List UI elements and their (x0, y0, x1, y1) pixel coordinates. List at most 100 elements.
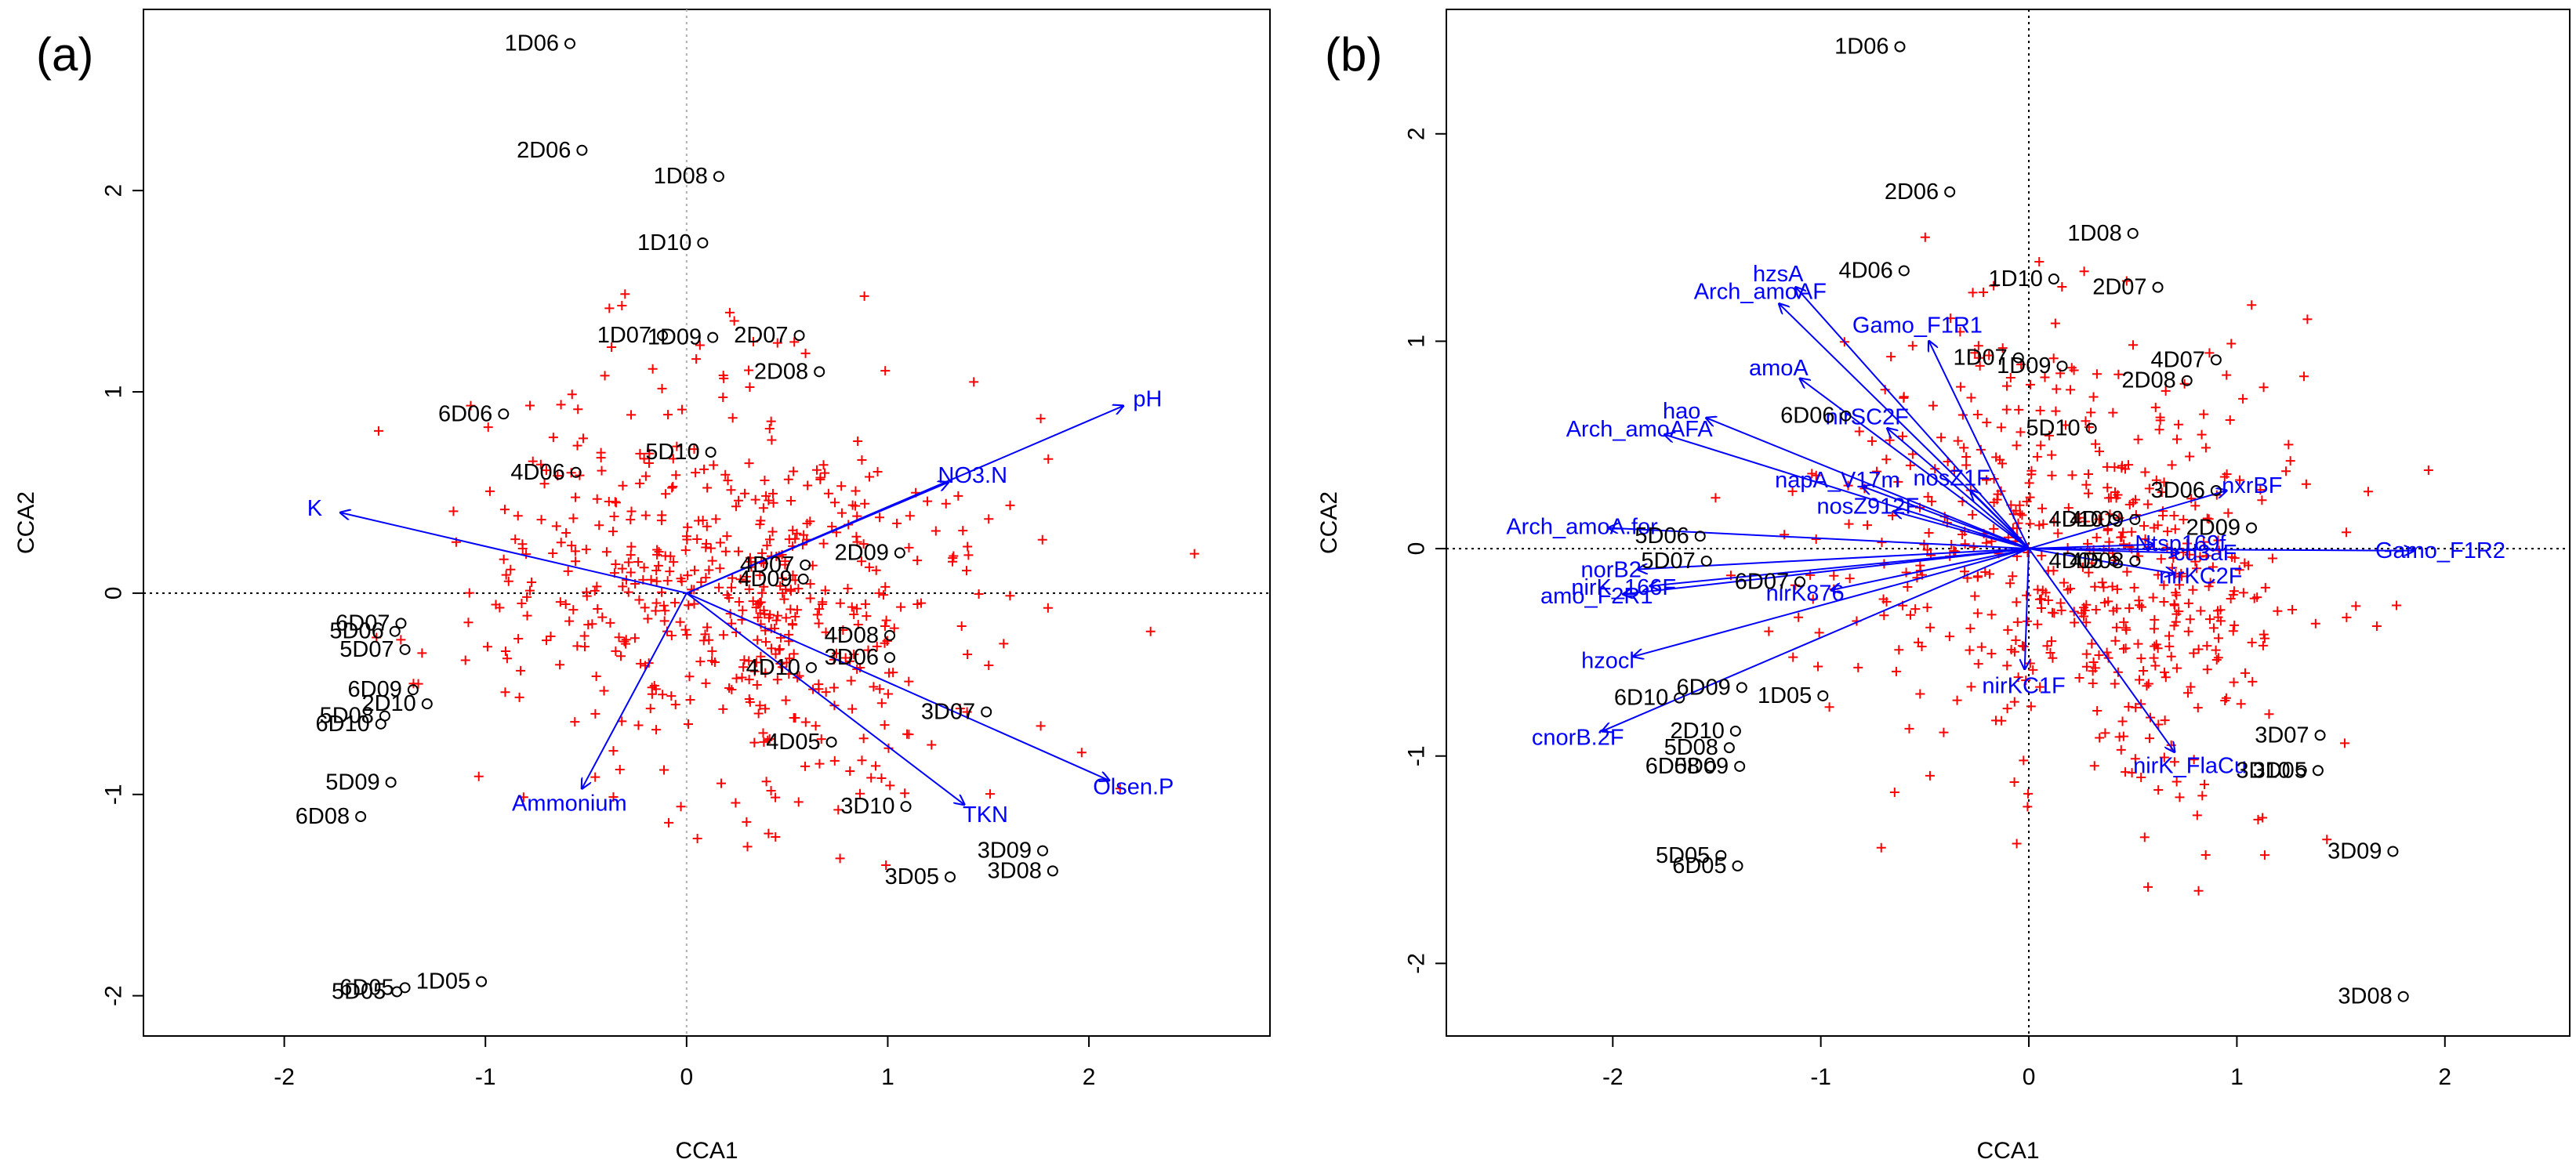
species-point (760, 475, 770, 485)
species-point (2127, 768, 2137, 778)
env-arrows: pH NO3.N K Ammonium TKN Olsen.P (307, 386, 1174, 828)
species-point (611, 560, 621, 570)
species-point (1961, 452, 1972, 462)
env-arrow-label: Olsen.P (1093, 775, 1174, 800)
species-point (2171, 590, 2182, 600)
species-point (873, 467, 883, 477)
site-point (894, 547, 905, 559)
species-point (2116, 744, 2126, 755)
site-point (2397, 991, 2409, 1002)
species-point (711, 514, 721, 524)
species-point (820, 585, 830, 596)
species-point (667, 483, 677, 493)
species-point (483, 422, 493, 433)
species-point (811, 721, 821, 731)
species-point (2124, 701, 2134, 712)
species-point (947, 556, 957, 567)
species-point (2149, 653, 2159, 663)
species-point (2339, 738, 2349, 748)
species-point (2144, 734, 2154, 744)
species-point (684, 600, 694, 610)
species-point (1986, 649, 1997, 659)
species-point (617, 563, 627, 574)
species-point (2021, 676, 2031, 686)
species-point (1955, 327, 1965, 337)
species-point (2092, 369, 2102, 379)
species-point (535, 459, 546, 469)
species-point (1904, 723, 1914, 734)
species-point (2423, 465, 2433, 476)
env-arrow (1638, 548, 2030, 569)
species-point (882, 636, 892, 646)
env-arrow (1634, 548, 2030, 657)
species-point (567, 389, 577, 400)
site-point (570, 466, 582, 478)
site-point (2085, 422, 2097, 434)
site-point (1840, 410, 1852, 422)
species-point (2204, 348, 2215, 358)
species-point (626, 410, 636, 420)
species-point (2215, 616, 2226, 626)
species-point (786, 586, 796, 596)
species-point (720, 546, 731, 556)
species-point (735, 574, 746, 585)
species-point (756, 597, 766, 607)
species-point (2026, 701, 2036, 712)
species-point (516, 665, 526, 676)
species-point (1076, 748, 1087, 758)
species-point (2124, 603, 2135, 614)
species-point (582, 587, 592, 597)
species-point (2172, 434, 2182, 444)
site-point (1894, 41, 1906, 53)
species-point (579, 631, 590, 641)
species-point (664, 817, 674, 828)
env-arrow-label: K (307, 496, 323, 521)
species-point (604, 303, 615, 313)
site-label: 2D10 (1671, 719, 1725, 744)
site-label: 4D06 (510, 460, 564, 485)
species-point (765, 610, 775, 620)
species-point (869, 682, 879, 692)
species-point (2037, 503, 2047, 513)
species-point (742, 842, 753, 852)
species-point (2035, 405, 2045, 415)
y-tick-label: 0 (1404, 542, 1430, 556)
species-point (2011, 636, 2021, 646)
species-point (528, 456, 538, 466)
species-point (1910, 604, 1921, 614)
species-point (672, 441, 682, 451)
species-point (823, 488, 833, 498)
env-arrow (1929, 341, 2030, 549)
species-point (2199, 409, 2209, 419)
species-point (2179, 515, 2189, 525)
species-point (1788, 652, 1798, 662)
species-point (1923, 491, 1933, 502)
species-point (2160, 715, 2170, 726)
species-point (772, 675, 782, 685)
species-point (1872, 466, 1882, 476)
species-point (2015, 509, 2025, 519)
species-point (749, 666, 760, 676)
species-point (692, 834, 702, 844)
site-label: 1D08 (654, 164, 708, 189)
site-label: 1D10 (637, 230, 691, 255)
x-tick-label: -2 (274, 1064, 295, 1090)
species-point (2080, 606, 2090, 616)
species-point (2034, 594, 2044, 604)
species-point (1845, 574, 1855, 584)
env-arrow-label: Arch_amoAFA (1566, 417, 1714, 442)
species-point (2252, 592, 2262, 603)
species-point (772, 338, 782, 348)
species-point (1894, 645, 1904, 655)
species-point (821, 627, 831, 637)
species-point (593, 603, 603, 614)
species-point (2032, 451, 2042, 462)
species-point (720, 469, 731, 480)
species-point (2143, 882, 2153, 892)
site-label: 4D05 (766, 730, 820, 755)
species-point (2136, 654, 2146, 664)
species-point (460, 655, 470, 665)
species-point (883, 668, 894, 678)
